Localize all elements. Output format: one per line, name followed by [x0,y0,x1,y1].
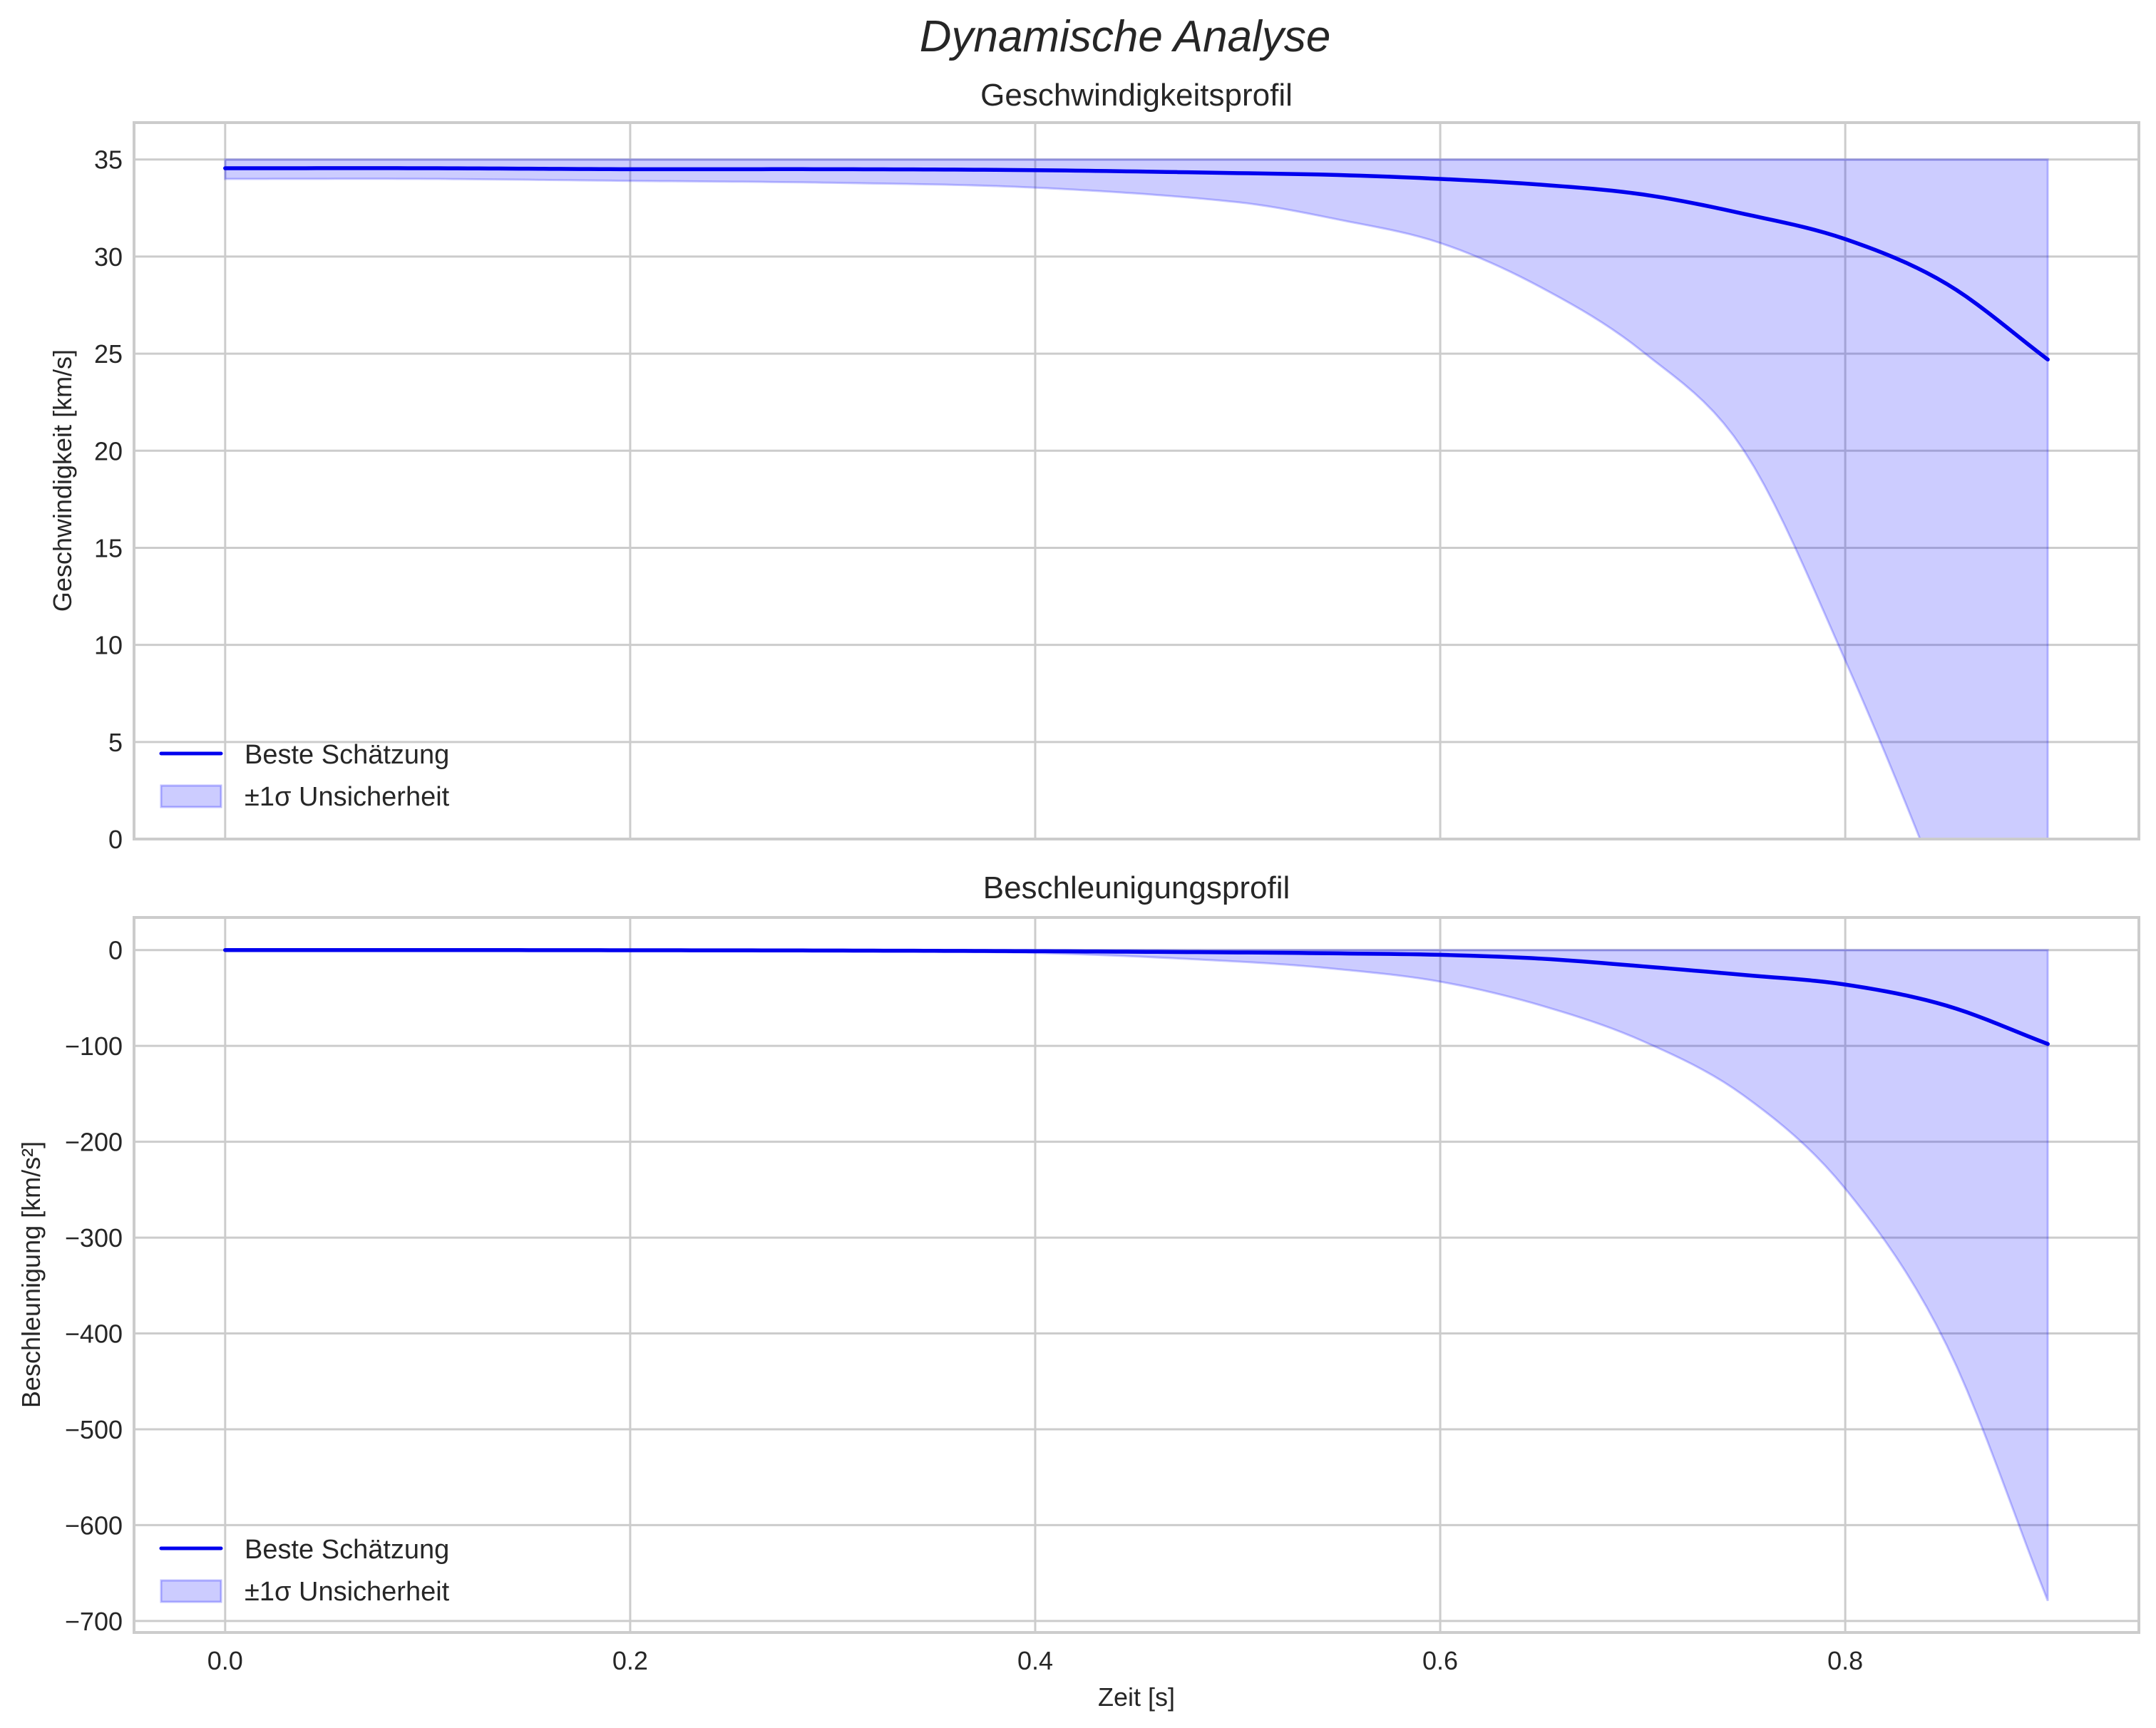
acceleration-best-estimate-line [223,947,2050,1046]
uncertainty-band-area [225,949,2049,1602]
x-tick-label: 0.8 [1827,1646,1863,1675]
y-tick-label: 25 [94,339,123,369]
y-tick-label: 10 [94,631,123,660]
velocity-legend-line-label: Beste Schätzung [245,740,449,770]
velocity-legend: Beste Schätzung ±1σ Unsicherheit [159,740,450,812]
acceleration-uncertainty-band [225,949,2049,1602]
velocity-panel: Geschwindigkeitsprofil 0 5 10 15 20 25 30 35 Ge… [48,78,2140,854]
acceleration-y-axis-label: Beschleunigung [km/s²] [16,1141,46,1408]
best-estimate-line [223,166,2050,362]
velocity-best-estimate-line [223,166,2050,362]
y-tick-label: −400 [65,1320,123,1349]
legend-band-swatch-icon [160,784,222,808]
legend-band-swatch-icon [160,1579,222,1603]
y-tick-label: 0 [108,825,123,854]
acceleration-legend: Beste Schätzung ±1σ Unsicherheit [159,1535,450,1607]
velocity-legend-band-label: ±1σ Unsicherheit [245,782,450,812]
acceleration-panel: Beschleunigungsprofil 0 −100 −200 −300 −400 −… [16,870,2140,1636]
y-tick-label: −200 [65,1128,123,1157]
acceleration-legend-band-label: ±1σ Unsicherheit [245,1577,450,1607]
y-tick-label: −500 [65,1415,123,1444]
x-tick-label: 0.4 [1017,1646,1053,1675]
y-tick-label: 5 [108,728,123,757]
velocity-panel-title: Geschwindigkeitsprofil [980,78,1293,113]
velocity-y-ticks: 0 5 10 15 20 25 30 35 [94,145,123,854]
x-tick-label: 0.6 [1422,1646,1458,1675]
velocity-grid [134,123,2139,840]
acceleration-panel-title: Beschleunigungsprofil [983,870,1290,905]
velocity-uncertainty-band [224,158,2049,839]
best-estimate-line [223,947,2050,1046]
y-tick-label: 30 [94,242,123,272]
velocity-axes-frame [133,121,2140,840]
x-axis-ticks: 0.0 0.2 0.4 0.6 0.8 [207,1646,1863,1675]
acceleration-y-ticks: 0 −100 −200 −300 −400 −500 −600 −700 [65,936,123,1636]
y-tick-label: 20 [94,436,123,466]
y-tick-label: −100 [65,1032,123,1061]
y-tick-label: 15 [94,533,123,562]
acceleration-axes-frame [133,916,2140,1634]
uncertainty-band-area [224,158,2049,839]
figure-suptitle: Dynamische Analyse [920,12,1331,61]
y-tick-label: 0 [108,936,123,965]
y-tick-label: 35 [94,145,123,175]
y-tick-label: −700 [65,1607,123,1636]
velocity-y-axis-label: Geschwindigkeit [km/s] [48,349,77,612]
x-tick-label: 0.0 [207,1646,243,1675]
y-tick-label: −600 [65,1511,123,1540]
y-tick-label: −300 [65,1223,123,1253]
acceleration-legend-line-label: Beste Schätzung [245,1535,449,1565]
x-tick-label: 0.2 [612,1646,648,1675]
x-axis-label: Zeit [s] [1098,1682,1175,1712]
